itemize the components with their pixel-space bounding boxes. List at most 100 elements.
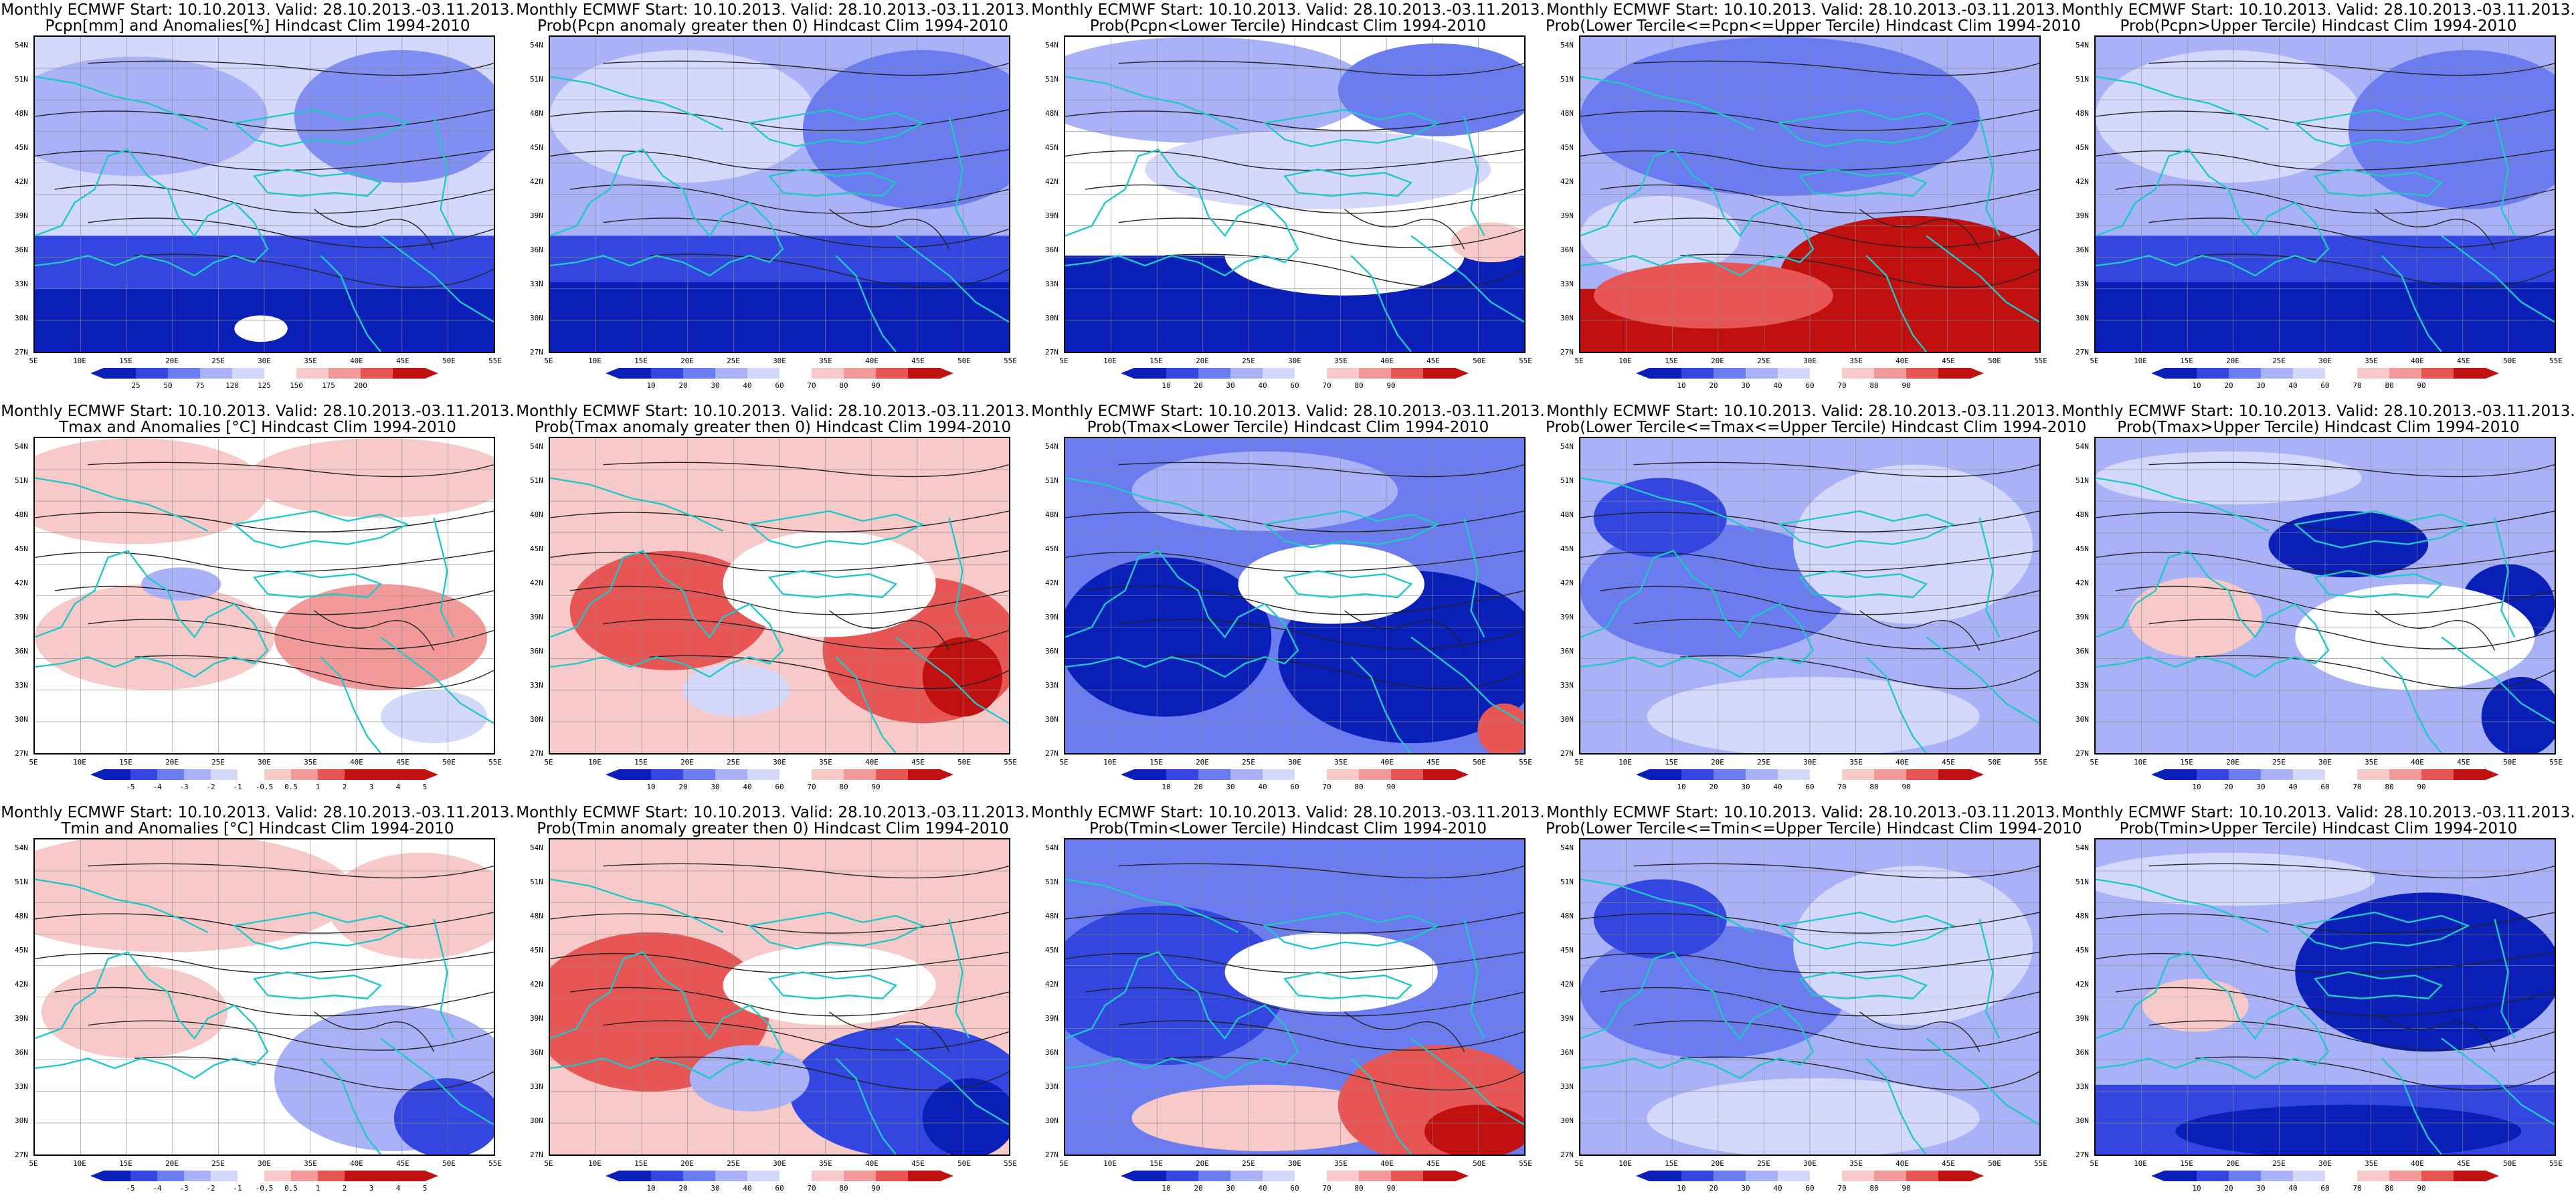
colorbar-label: 90 (1902, 381, 1911, 390)
colorbar-max-arrow (2486, 769, 2499, 780)
lon-tick-label: 25E (727, 357, 740, 365)
field-shading (234, 315, 288, 342)
field-shading (393, 1078, 494, 1155)
colorbar-swatch (1423, 769, 1456, 780)
lon-tick-label: 10E (1103, 758, 1117, 767)
contour-line (1165, 1056, 1524, 1091)
map-panel-p21: Monthly ECMWF Start: 10.10.2013. Valid: … (0, 401, 515, 803)
colorbar-label: 60 (1805, 1184, 1815, 1193)
lat-tick-label: 42N (15, 980, 28, 989)
colorbar-swatch (1359, 368, 1392, 379)
coastline (35, 951, 269, 1080)
map-field (1065, 37, 1524, 352)
colorbar-swatch (1714, 769, 1746, 780)
field-shading (1224, 215, 1465, 296)
colorbar-label: 150 (290, 381, 303, 390)
colorbar-label: 60 (2320, 1184, 2330, 1193)
panel-title-line1: Monthly ECMWF Start: 10.10.2013. Valid: … (516, 804, 1030, 821)
colorbar-swatch (1778, 769, 1811, 780)
colorbar-label: 4 (395, 783, 401, 791)
colorbar-swatch (1810, 769, 1843, 780)
lat-tick-label: 27N (1560, 348, 1574, 357)
lon-tick-label: 50E (957, 758, 971, 767)
colorbar-label: 90 (871, 381, 881, 390)
lat-tick-label: 39N (2076, 211, 2089, 220)
lat-tick-label: 42N (1045, 177, 1059, 186)
lon-tick-label: 50E (957, 357, 971, 365)
contour-line (1633, 217, 2039, 248)
lat-tick-label: 36N (2076, 1048, 2089, 1057)
colorbar-label: 40 (2288, 1184, 2298, 1193)
colorbar-label: 30 (1226, 1184, 1235, 1193)
contour-line (1680, 655, 2039, 690)
colorbar (2151, 769, 2499, 780)
contour-line (603, 60, 1009, 76)
lat-tick-label: 48N (1560, 912, 1574, 920)
colorbar-label: 70 (807, 1184, 816, 1193)
lon-tick-label: 10E (588, 758, 602, 767)
colorbar-label: 80 (839, 1184, 848, 1193)
lat-tick-label: 33N (15, 1082, 28, 1091)
colorbar-min-arrow (2151, 769, 2165, 780)
colorbar-swatch (2165, 769, 2197, 780)
colorbar-swatch (1906, 769, 1939, 780)
lat-tick-label: 45N (1045, 946, 1059, 955)
map-panel-p24: Monthly ECMWF Start: 10.10.2013. Valid: … (1546, 401, 2086, 803)
colorbar-swatch (1778, 1171, 1811, 1181)
contour-line (1065, 951, 1524, 974)
lat-tick-label: 45N (2076, 544, 2089, 553)
field-shading (2295, 584, 2535, 690)
colorbar-label: 3 (369, 1184, 374, 1193)
contour-line (603, 217, 1009, 248)
colorbar-swatch (2325, 368, 2358, 379)
lat-tick-label: 54N (15, 442, 28, 451)
colorbar-swatch (2357, 769, 2390, 780)
colorbar-swatch (2389, 1171, 2422, 1181)
lat-tick-label: 27N (1045, 348, 1059, 357)
contour-line (2195, 254, 2555, 288)
colorbar-label: -0.5 (255, 1184, 274, 1193)
coastline (320, 255, 381, 352)
lat-tick-label: 51N (15, 75, 28, 84)
coastline (948, 116, 970, 237)
lat-tick-label: 27N (530, 1150, 543, 1159)
colorbar-swatch (1906, 368, 1939, 379)
panel-title-line2: Prob(Pcpn anomaly greater then 0) Hindca… (537, 17, 1008, 35)
lon-tick-label: 55E (2034, 357, 2047, 365)
coastline (550, 148, 784, 277)
coastline (433, 517, 455, 638)
contour-line (134, 1056, 494, 1091)
colorbar-label: 90 (2417, 381, 2426, 390)
colorbar-min-arrow (90, 769, 104, 780)
colorbar (1636, 368, 1984, 379)
colorbar-swatch (184, 1171, 211, 1181)
colorbar-label: 90 (1386, 783, 1396, 791)
lat-tick-label: 45N (1560, 544, 1574, 553)
coastline (1283, 570, 1413, 599)
colorbar-label: 70 (2353, 381, 2362, 390)
lat-tick-label: 27N (15, 749, 28, 758)
colorbar-label: 60 (775, 783, 784, 791)
coastline (2381, 255, 2442, 352)
field-shading (550, 49, 816, 183)
lon-tick-label: 40E (350, 357, 363, 365)
colorbar-min-arrow (606, 368, 619, 379)
lon-tick-label: 5E (29, 758, 38, 767)
map-field (2096, 438, 2555, 753)
lon-tick-label: 10E (73, 357, 86, 365)
colorbar-label: 60 (1290, 381, 1299, 390)
panel-title-line1: Monthly ECMWF Start: 10.10.2013. Valid: … (2061, 403, 2575, 420)
lat-tick-label: 42N (2076, 579, 2089, 587)
lat-tick-label: 54N (1560, 442, 1574, 451)
colorbar-min-arrow (1121, 1171, 1134, 1181)
colorbar-min-arrow (1121, 769, 1134, 780)
field-shading (1580, 195, 1740, 276)
colorbar-swatch (844, 1171, 877, 1181)
lat-tick-label: 39N (530, 613, 543, 621)
lat-tick-label: 33N (15, 681, 28, 690)
panel-title-line2: Prob(Tmax anomaly greater then 0) Hindca… (534, 419, 1012, 436)
colorbar-label: 90 (1386, 381, 1396, 390)
panel-title-line2: Prob(Tmin<Lower Tercile) Hindcast Clim 1… (1089, 820, 1487, 837)
lon-tick-label: 55E (1004, 357, 1017, 365)
contour-line (829, 1011, 950, 1052)
